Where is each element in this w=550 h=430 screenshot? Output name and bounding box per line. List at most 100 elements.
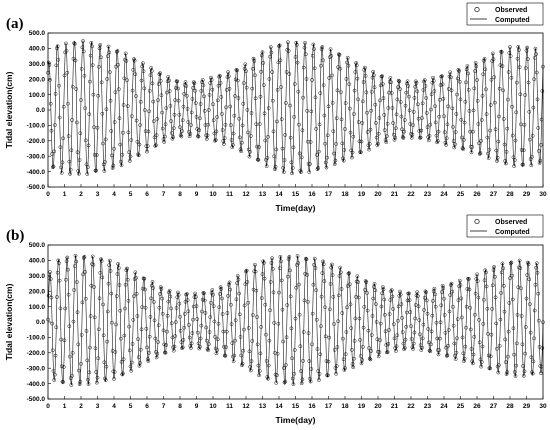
observed-point: [244, 268, 249, 273]
observed-point: [497, 114, 501, 119]
observed-point: [442, 296, 446, 301]
observed-point: [248, 368, 253, 373]
observed-point: [151, 99, 156, 104]
observed-point: [259, 69, 263, 74]
observed-point: [82, 255, 87, 259]
observed-point: [109, 291, 114, 296]
observed-point: [412, 96, 417, 100]
observed-point: [61, 365, 66, 369]
observed-point: [269, 261, 274, 265]
observed-point: [528, 137, 532, 142]
observed-point: [274, 147, 279, 152]
observed-point: [303, 271, 307, 276]
observed-point: [412, 330, 417, 335]
observed-point: [458, 283, 463, 287]
observed-point: [253, 96, 258, 101]
observed-point: [310, 53, 315, 58]
observed-point: [160, 296, 164, 301]
x-tick-label: 8: [178, 403, 182, 410]
observed-point: [244, 85, 249, 90]
x-tick-label: 20: [374, 191, 382, 198]
observed-point: [257, 373, 261, 378]
observed-point: [495, 155, 500, 160]
observed-point: [132, 57, 136, 61]
observed-point: [211, 102, 215, 107]
observed-point: [494, 321, 499, 326]
observed-point: [89, 40, 94, 45]
observed-point: [318, 91, 323, 95]
observed-point: [186, 309, 191, 314]
observed-point: [389, 288, 394, 292]
observed-point: [279, 259, 283, 264]
observed-point: [401, 341, 406, 346]
y-tick-label: -100.0: [27, 335, 46, 342]
observed-point: [342, 368, 347, 372]
observed-point: [99, 80, 104, 85]
observed-point: [253, 73, 257, 78]
observed-point: [144, 144, 149, 149]
observed-point: [417, 129, 422, 133]
observed-point: [334, 116, 339, 121]
observed-point: [271, 290, 276, 295]
observed-point: [100, 275, 105, 280]
observed-point: [105, 77, 109, 81]
observed-point: [474, 64, 479, 69]
observed-point: [484, 284, 489, 289]
y-tick-label: 200.0: [29, 288, 46, 295]
observed-point: [86, 382, 91, 386]
observed-point: [372, 73, 376, 78]
observed-point: [504, 161, 508, 166]
observed-point: [247, 154, 252, 159]
observed-point: [367, 141, 372, 146]
observed-point: [190, 331, 195, 335]
observed-point: [232, 353, 237, 358]
observed-point: [496, 139, 501, 144]
observed-point: [383, 128, 387, 132]
x-tick-label: 28: [506, 191, 514, 198]
observed-point: [407, 108, 412, 113]
observed-point: [281, 366, 286, 370]
plot-frame: [47, 244, 544, 400]
observed-point: [490, 283, 495, 288]
observed-point: [327, 76, 332, 80]
observed-point: [463, 99, 468, 104]
observed-point: [114, 49, 119, 54]
observed-point: [500, 261, 505, 266]
observed-point: [73, 253, 78, 258]
observed-point: [174, 86, 178, 90]
x-tick-label: 29: [523, 191, 531, 198]
observed-point: [152, 318, 157, 323]
observed-point: [377, 350, 382, 354]
observed-point: [188, 131, 193, 136]
observed-point: [438, 83, 443, 87]
observed-point: [135, 314, 140, 318]
x-tick-label: 20: [374, 403, 382, 410]
observed-point: [269, 50, 274, 55]
observed-point: [540, 346, 545, 350]
observed-point: [162, 140, 167, 144]
observed-point: [111, 163, 116, 168]
observed-point: [443, 330, 448, 335]
observed-point: [413, 84, 417, 89]
x-tick-labels: 0 1 2 3 4 5 6 7 8 9 10 11 12 13 14 15 16 17 18 19 20 21 22 23 24…: [46, 403, 547, 410]
observed-point: [129, 138, 134, 142]
observed-point: [402, 345, 407, 350]
observed-point: [213, 138, 217, 143]
observed-point: [511, 155, 516, 160]
observed-point: [456, 298, 461, 303]
observed-point: [508, 45, 512, 49]
observed-point: [338, 265, 343, 270]
observed-point: [79, 98, 83, 102]
observed-point: [48, 277, 53, 281]
observed-point: [319, 324, 323, 329]
x-tick-label: 0: [46, 403, 50, 410]
observed-point: [331, 129, 336, 134]
observed-point: [462, 120, 467, 125]
y-tick-label: -200.0: [27, 350, 46, 357]
observed-point: [493, 127, 498, 132]
observed-point: [191, 304, 196, 309]
observed-point: [223, 354, 228, 358]
observed-point: [83, 269, 87, 274]
observed-point: [531, 359, 536, 364]
observed-point: [521, 364, 525, 368]
